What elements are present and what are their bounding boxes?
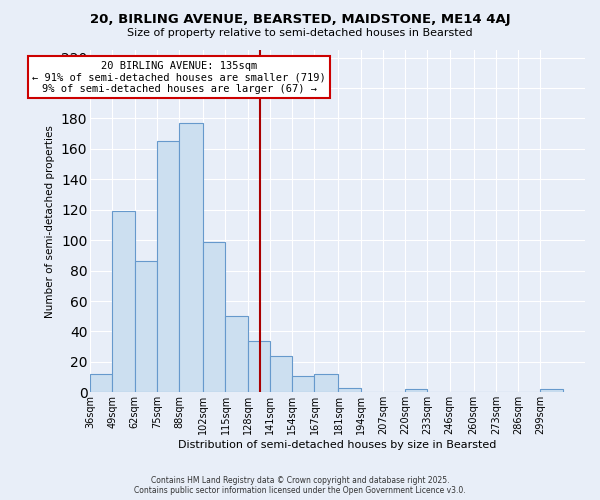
Bar (90, 374, 112, 392)
Bar (135, 262, 157, 392)
X-axis label: Distribution of semi-detached houses by size in Bearsted: Distribution of semi-detached houses by … (178, 440, 497, 450)
Bar (541, 389, 563, 392)
Y-axis label: Number of semi-detached properties: Number of semi-detached properties (46, 124, 55, 318)
Text: 20 BIRLING AVENUE: 135sqm
← 91% of semi-detached houses are smaller (719)
9% of : 20 BIRLING AVENUE: 135sqm ← 91% of semi-… (32, 60, 326, 94)
Bar (314, 374, 338, 392)
Bar (270, 356, 292, 393)
Bar (203, 242, 226, 392)
Text: 20, BIRLING AVENUE, BEARSTED, MAIDSTONE, ME14 4AJ: 20, BIRLING AVENUE, BEARSTED, MAIDSTONE,… (89, 12, 511, 26)
Bar (248, 340, 270, 392)
Bar (338, 388, 361, 392)
Text: Contains HM Land Registry data © Crown copyright and database right 2025.
Contai: Contains HM Land Registry data © Crown c… (134, 476, 466, 495)
Bar (292, 376, 314, 392)
Bar (157, 142, 179, 392)
Bar (179, 123, 203, 392)
Bar (112, 212, 135, 392)
Bar (405, 389, 427, 392)
Bar (226, 316, 248, 392)
Text: Size of property relative to semi-detached houses in Bearsted: Size of property relative to semi-detach… (127, 28, 473, 38)
